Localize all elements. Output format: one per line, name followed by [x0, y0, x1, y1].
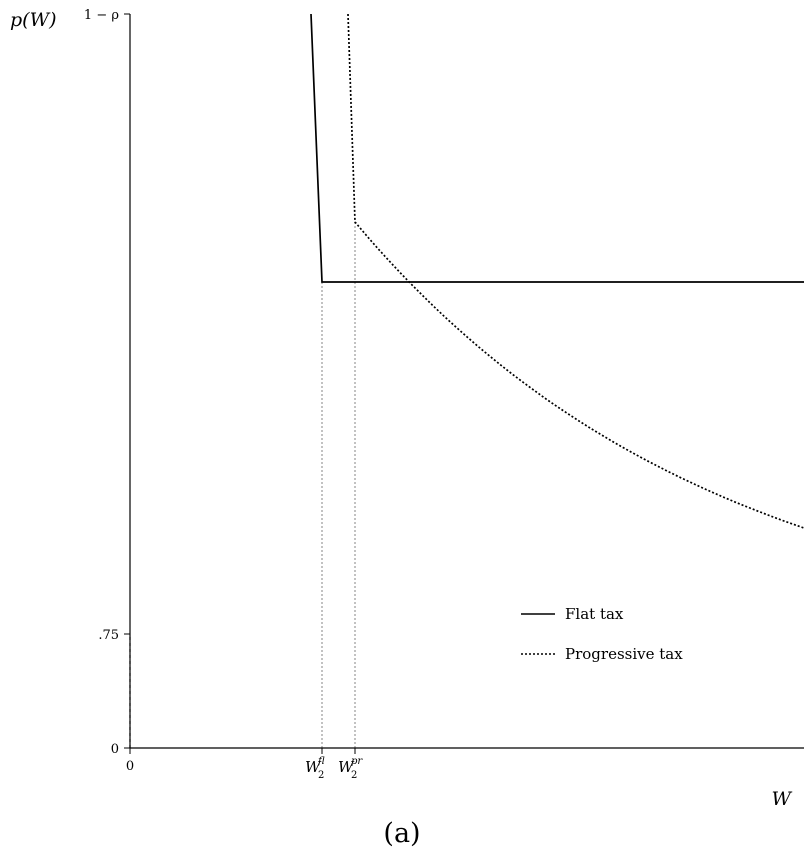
legend-item-flat: Flat tax — [521, 605, 624, 623]
svg-text:pr: pr — [351, 756, 363, 767]
series-line-flat-tax — [310, 13, 804, 283]
legend: Flat tax Progressive tax — [521, 605, 683, 663]
x-axis-label: W — [771, 788, 792, 810]
y-tick-label: 1 − ρ — [84, 8, 119, 23]
svg-text:2: 2 — [351, 770, 357, 781]
svg-text:fl: fl — [317, 756, 325, 767]
svg-text:W: W — [305, 758, 322, 776]
legend-label-progressive: Progressive tax — [565, 645, 683, 663]
svg-text:W: W — [338, 758, 355, 776]
legend-item-progressive: Progressive tax — [521, 645, 683, 663]
axes: p(W) 1 − ρ .75 0 0 W 2 fl W 2 pr W (a) — [10, 8, 804, 849]
x-tick-label-w2fl: W 2 fl — [305, 756, 325, 781]
x-tick-label-w2pr: W 2 pr — [338, 756, 363, 781]
legend-label-flat: Flat tax — [565, 605, 624, 623]
subfigure-label: (a) — [383, 818, 420, 849]
svg-text:2: 2 — [318, 770, 324, 781]
series-line-progressive-tax — [347, 13, 804, 529]
x-tick-label: 0 — [126, 759, 134, 774]
y-tick-label: 0 — [111, 742, 119, 757]
reference-lines — [129, 222, 356, 748]
series — [310, 13, 804, 529]
y-tick-label: .75 — [98, 628, 119, 643]
y-axis-label: p(W) — [10, 9, 57, 31]
